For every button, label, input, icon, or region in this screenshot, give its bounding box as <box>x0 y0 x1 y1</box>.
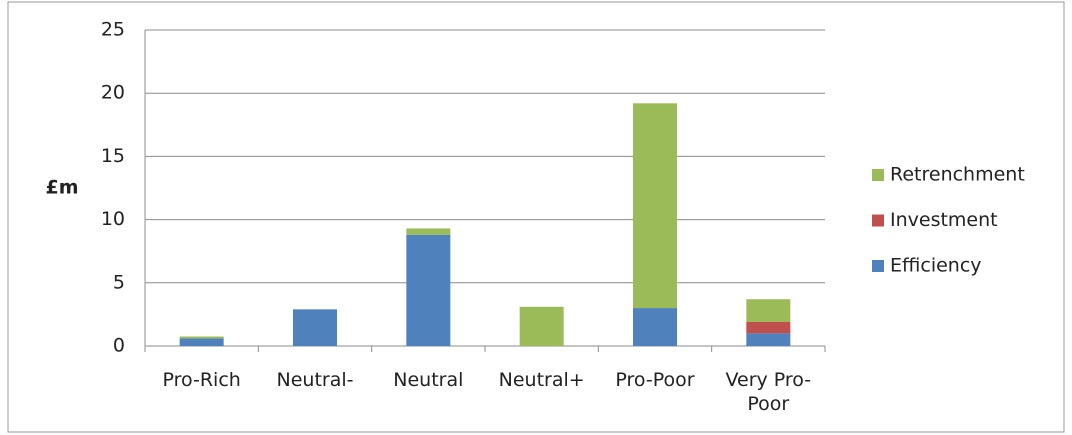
legend-swatch <box>872 260 884 272</box>
y-tick-label: 15 <box>101 145 125 167</box>
legend-label: Efficiency <box>890 255 982 277</box>
legend-swatch <box>872 214 884 227</box>
x-tick-label: Pro-Poor <box>615 369 695 391</box>
bar-segment <box>293 309 337 346</box>
y-tick-label: 20 <box>101 82 125 104</box>
bar-segment <box>746 299 791 322</box>
x-tick-label: Neutral <box>393 369 464 391</box>
x-tick-label: Neutral- <box>276 369 354 391</box>
y-axis-label: £m <box>45 177 78 199</box>
x-tick-label: Pro-Rich <box>162 369 241 391</box>
bar-segment <box>633 308 677 346</box>
bar-segment <box>179 338 224 346</box>
y-tick-label: 5 <box>113 271 125 293</box>
y-tick-label: 0 <box>113 335 125 357</box>
legend-label: Investment <box>890 209 998 231</box>
bar-segment <box>519 306 564 346</box>
x-tick-label: Neutral+ <box>498 369 585 391</box>
bar-segment <box>406 228 451 235</box>
y-tick-label: 10 <box>101 208 125 230</box>
legend-label: Retrenchment <box>890 164 1025 186</box>
bar-segment <box>406 234 451 346</box>
y-tick-label: 25 <box>101 19 125 41</box>
bar-segment <box>746 333 791 346</box>
bar-segment <box>746 321 791 334</box>
x-tick-label: Very Pro-Poor <box>725 369 812 415</box>
bar-segment <box>179 336 224 339</box>
chart-frame <box>7 1 1065 433</box>
legend-swatch <box>872 169 884 181</box>
bar-segment <box>633 103 677 309</box>
